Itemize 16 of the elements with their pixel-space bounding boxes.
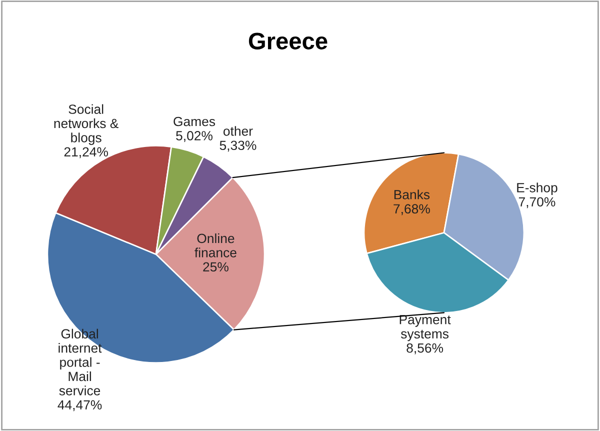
data-label: 25% bbox=[203, 262, 228, 272]
data-label: 5,33% bbox=[220, 140, 256, 152]
slice-label: Online finance bbox=[194, 233, 236, 258]
data-label: 5,02% bbox=[176, 131, 212, 142]
data-label: 7,70% bbox=[518, 197, 556, 208]
data-label: 44,47% bbox=[58, 400, 102, 412]
data-label: 7,68% bbox=[394, 204, 430, 216]
slice-label: Games bbox=[174, 116, 216, 126]
slice-label: Payment systems bbox=[400, 315, 451, 342]
data-label: 8,56% bbox=[406, 343, 444, 354]
slice-label: other bbox=[223, 126, 253, 136]
slice-label: Banks bbox=[394, 190, 430, 200]
data-label: 21,24% bbox=[64, 147, 108, 158]
slice-label: Social networks & blogs bbox=[54, 104, 118, 145]
chart-title: Greece bbox=[248, 32, 328, 50]
slice-label: E-shop bbox=[517, 182, 558, 195]
